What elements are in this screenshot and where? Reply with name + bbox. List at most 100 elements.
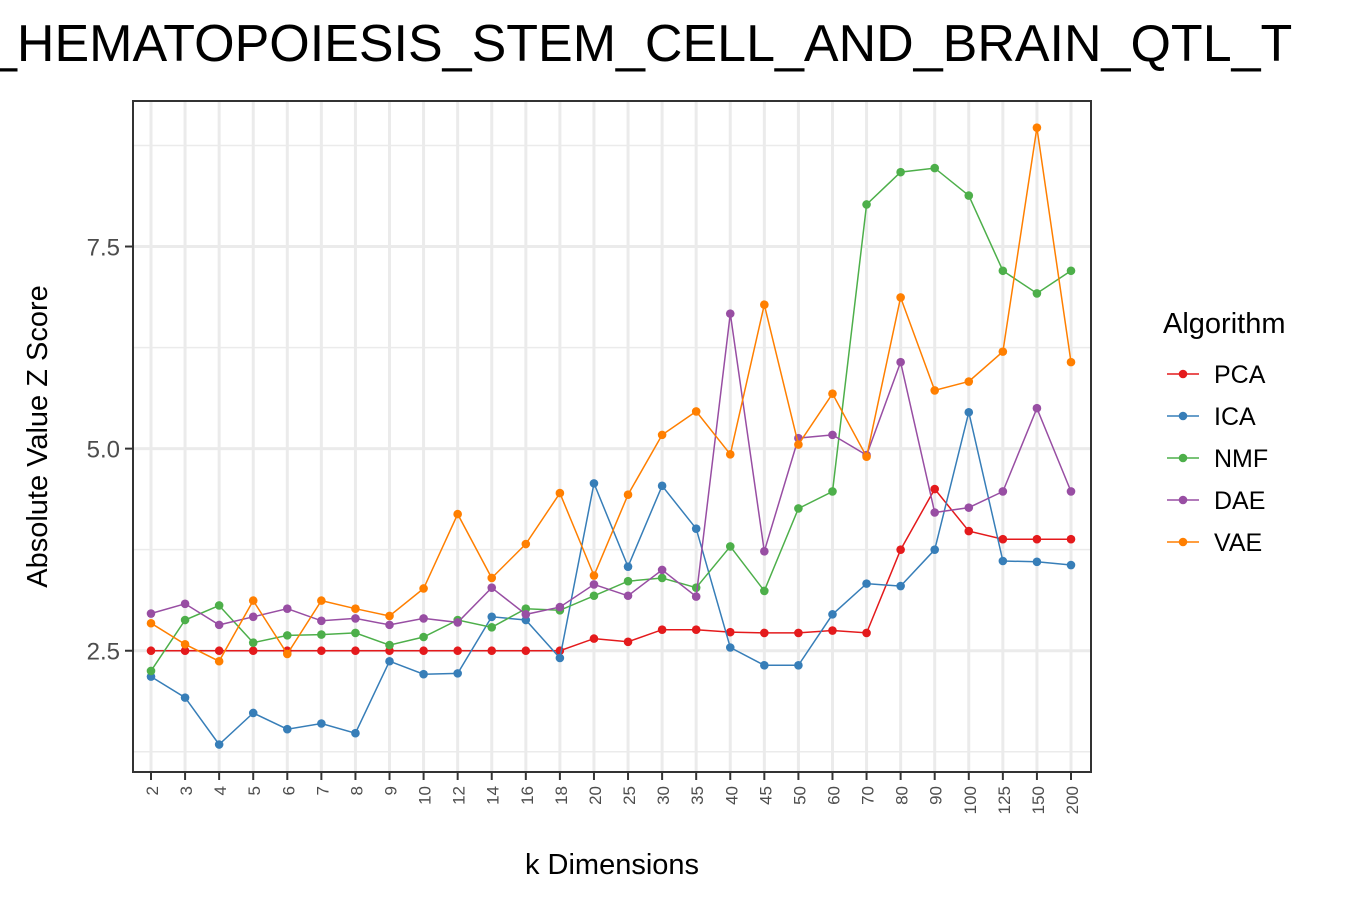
- data-point-pca: [351, 646, 360, 656]
- legend-key-point: [1178, 369, 1188, 379]
- data-point-vae: [282, 649, 292, 659]
- data-point-dae: [725, 309, 735, 318]
- data-point-ica: [1032, 557, 1042, 567]
- data-point-pca: [248, 646, 258, 656]
- data-point-nmf: [998, 266, 1008, 276]
- data-point-dae: [351, 614, 360, 623]
- data-point-pca: [180, 646, 190, 656]
- legend: Algorithm PCA ICA NMF DAE VAE: [1163, 308, 1286, 557]
- data-point-vae: [521, 539, 531, 549]
- plot-panel-border: [132, 100, 1092, 773]
- data-point-dae: [1066, 487, 1076, 496]
- series-vae: [146, 123, 1076, 666]
- x-tick-label: 80: [893, 786, 912, 805]
- data-point-pca: [453, 646, 462, 656]
- x-tick-label: 45: [756, 786, 775, 805]
- data-point-ica: [589, 479, 599, 488]
- series-line-vae: [150, 127, 1072, 663]
- data-point-vae: [725, 449, 735, 459]
- data-point-vae: [828, 389, 837, 398]
- data-point-vae: [146, 618, 156, 628]
- data-point-ica: [760, 660, 769, 670]
- data-point-dae: [691, 592, 701, 601]
- x-tick-label: 60: [824, 786, 843, 805]
- data-point-dae: [282, 604, 292, 613]
- data-point-ica: [623, 562, 633, 571]
- data-point-nmf: [385, 640, 394, 650]
- data-point-nmf: [214, 601, 224, 610]
- data-point-pca: [725, 627, 735, 637]
- data-point-ica: [385, 656, 394, 666]
- data-point-vae: [419, 584, 428, 593]
- data-point-vae: [351, 604, 360, 613]
- data-point-pca: [896, 545, 905, 554]
- x-tick-label: 125: [995, 786, 1014, 814]
- data-point-dae: [828, 430, 837, 440]
- data-point-pca: [657, 625, 667, 635]
- data-point-vae: [453, 509, 462, 519]
- data-point-vae: [794, 440, 803, 449]
- y-tick-label: 5.0: [87, 437, 120, 464]
- data-point-vae: [691, 407, 701, 416]
- series-layer: [146, 123, 1076, 749]
- x-tick-label: 12: [450, 786, 469, 805]
- x-tick-label: 200: [1063, 786, 1082, 814]
- data-point-nmf: [487, 622, 497, 632]
- major-gridlines: [133, 101, 1091, 772]
- data-point-nmf: [828, 487, 837, 496]
- data-point-dae: [317, 616, 326, 626]
- data-point-ica: [794, 660, 803, 670]
- data-point-vae: [385, 611, 394, 621]
- data-point-vae: [1066, 357, 1076, 367]
- series-nmf: [146, 163, 1076, 676]
- data-point-pca: [419, 646, 428, 656]
- minor-gridlines: [133, 144, 1091, 753]
- data-point-ica: [248, 708, 258, 718]
- data-point-ica: [691, 524, 701, 533]
- data-point-nmf: [317, 630, 326, 639]
- legend-label: VAE: [1214, 529, 1262, 557]
- data-point-dae: [521, 610, 531, 619]
- data-point-pca: [998, 534, 1008, 544]
- data-point-pca: [623, 637, 633, 647]
- data-point-dae: [1032, 403, 1042, 413]
- data-point-pca: [862, 628, 871, 638]
- data-point-dae: [623, 591, 633, 601]
- data-point-nmf: [794, 504, 803, 513]
- data-point-vae: [623, 490, 633, 500]
- data-point-pca: [487, 646, 497, 656]
- x-tick-label: 9: [382, 786, 401, 795]
- data-point-nmf: [589, 591, 599, 601]
- data-point-pca: [146, 646, 156, 656]
- x-tick-label: 30: [654, 786, 673, 805]
- data-point-nmf: [282, 631, 292, 640]
- x-axis-title: k Dimensions: [525, 849, 699, 881]
- x-tick-label: 16: [518, 786, 537, 805]
- series-ica: [146, 407, 1076, 749]
- legend-label: DAE: [1214, 487, 1265, 515]
- data-point-ica: [180, 693, 190, 702]
- data-point-dae: [385, 620, 394, 630]
- data-point-ica: [419, 669, 428, 679]
- data-point-ica: [453, 669, 462, 678]
- y-tick-label: 7.5: [87, 235, 120, 262]
- data-point-nmf: [1032, 289, 1042, 298]
- x-tick-label: 5: [245, 786, 264, 795]
- x-tick-label: 40: [722, 786, 741, 805]
- legend-label: NMF: [1214, 445, 1268, 473]
- data-point-ica: [964, 407, 974, 417]
- series-line-pca: [151, 487, 1071, 652]
- data-point-pca: [760, 628, 769, 638]
- legend-item-nmf: NMF: [1167, 445, 1268, 473]
- data-point-vae: [180, 639, 190, 649]
- data-point-nmf: [1066, 266, 1076, 276]
- data-point-dae: [657, 565, 667, 575]
- data-point-ica: [317, 719, 326, 728]
- data-point-nmf: [623, 576, 633, 586]
- data-point-ica: [862, 579, 871, 588]
- data-point-ica: [555, 653, 565, 663]
- data-point-nmf: [248, 638, 258, 647]
- legend-title: Algorithm: [1163, 308, 1286, 340]
- legend-item-vae: VAE: [1167, 529, 1262, 557]
- data-point-dae: [180, 599, 190, 609]
